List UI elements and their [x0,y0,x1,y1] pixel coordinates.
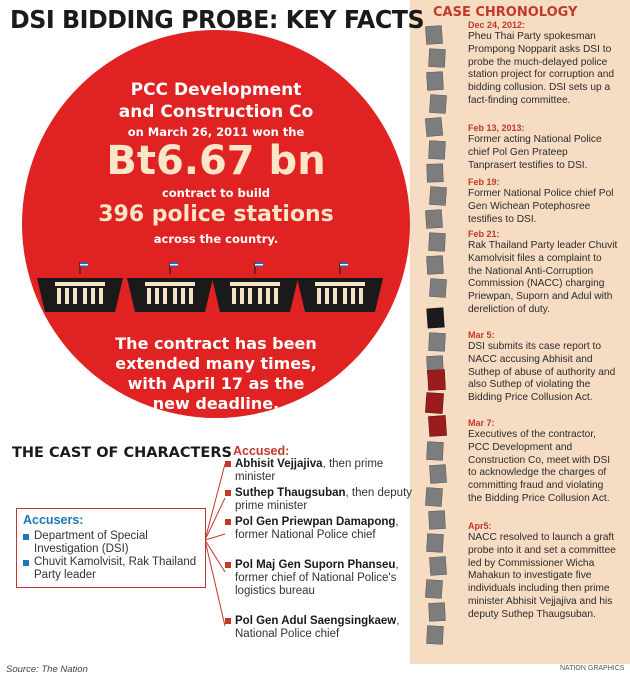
source-note: Source: The Nation [6,664,88,675]
award-date-line: on March 26, 2011 won the [127,125,305,139]
entry-text: Executives of the contractor, PCC Develo… [468,429,611,504]
chronology-entry: Feb 21: Rak Thailand Party leader Chuvit… [468,229,618,317]
accused-item: Abhisit Vejjajiva, then prime minister [225,458,415,484]
accused-item: Suthep Thaugsuban, then deputy prime min… [225,487,415,513]
accused-name: Pol Maj Gen Suporn Phanseu [235,559,396,571]
across-country-line: across the country. [153,232,279,246]
entry-date: Dec 24, 2012: [468,20,526,30]
bullet-square-icon [225,618,231,624]
police-station-icon [212,262,298,312]
timeline-block [424,117,444,137]
timeline-block [429,186,447,206]
accused-item: Pol Gen Priewpan Damapong, former Nation… [225,516,415,542]
entry-date: Apr5: [468,521,492,531]
timeline-block [428,48,446,68]
timeline-block [429,464,447,484]
timeline-block [426,441,444,461]
timeline-block [425,209,443,229]
chronology-entry: Apr5: NACC resolved to launch a graft pr… [468,521,618,622]
entry-date: Mar 7: [468,418,495,428]
extension-text: The contract has been extended many time… [22,334,410,414]
timeline-block [428,332,446,352]
bullet-square-icon [225,562,231,568]
chronology-entry: Mar 7: Executives of the contractor, PCC… [468,418,618,506]
company-line-1: PCC Development [130,80,302,100]
timeline-block [429,556,447,576]
entry-text: NACC resolved to launch a graft probe in… [468,532,616,620]
bullet-square-icon [225,519,231,525]
timeline-block [428,602,446,622]
timeline-block [426,533,444,553]
cast-title: THE CAST OF CHARACTERS [12,445,232,461]
extension-line: extended many times, [115,354,317,373]
timeline-block [429,278,447,298]
accused-role: , then prime minister [235,458,384,483]
timeline-block-red [425,392,444,414]
extension-line: new deadline. [152,394,280,413]
police-station-icon [37,262,123,312]
police-station-icon [127,262,213,312]
accuser-item: Chuvit Kamolvisit, Rak Thailand Party le… [23,556,199,582]
timeline-blocks [424,25,447,645]
timeline-block [425,487,443,507]
accused-item: Pol Gen Adul Saengsingkaew, National Pol… [225,615,415,641]
timeline-block [426,163,444,183]
entry-date: Feb 13, 2013: [468,123,525,133]
connector-lines [205,463,226,627]
chronology-title: CASE CHRONOLOGY [433,5,578,20]
company-line-2: and Construction Co [118,102,314,122]
entry-text: DSI submits its case report to NACC accu… [468,341,616,404]
extension-line: The contract has been [115,334,317,353]
entry-text: Pheu Thai Party spokesman Prompong Noppa… [468,31,615,106]
accused-name: Suthep Thaugsuban [235,487,346,499]
graphics-credit: NATION GRAPHICS [560,665,625,672]
timeline-block [428,140,446,160]
timeline-block [429,94,447,114]
accused-name: Pol Gen Adul Saengsingkaew [235,615,397,627]
accused-title: Accused: [233,444,290,458]
timeline-block [425,579,443,599]
timeline-block [426,71,444,91]
entry-date: Feb 21: [468,229,500,239]
accused-name: Pol Gen Priewpan Damapong [235,516,396,528]
accusers-box: Accusers: Department of Special Investig… [16,508,206,588]
entry-text: Former National Police chief Pol Gen Wic… [468,188,614,225]
entry-text: Rak Thailand Party leader Chuvit Kamolvi… [468,240,618,315]
timeline-block [425,25,443,45]
extension-line: with April 17 as the [127,374,305,393]
accuser-item: Department of Special Investigation (DSI… [23,530,199,556]
accused-role: , former National Police chief [235,516,399,541]
timeline-block [426,255,444,275]
page-title: DSI BIDDING PROBE: KEY FACTS [10,5,425,34]
entry-text: Former acting National Police chief Pol … [468,134,602,171]
bullet-square-icon [225,490,231,496]
accused-role: , National Police chief [235,615,400,640]
chronology-entry: Feb 13, 2013: Former acting National Pol… [468,123,618,172]
stations-count: 396 police stations [98,202,334,227]
accusers-title: Accusers: [23,513,84,527]
timeline-block [426,625,444,645]
entry-date: Feb 19: [468,177,500,187]
police-station-icons [37,262,383,312]
police-station-icon [297,262,383,312]
accused-role: , then deputy prime minister [235,487,413,512]
entry-date: Mar 5: [468,330,495,340]
chronology-entry: Mar 5: DSI submits its case report to NA… [468,330,618,405]
timeline-block-red [427,369,446,391]
accused-role: , former chief of National Police's logi… [235,559,399,597]
contract-line: contract to build [161,186,271,200]
accused-name: Abhisit Vejjajiva [235,458,323,470]
chronology-panel [410,0,630,664]
accused-item: Pol Maj Gen Suporn Phanseu, former chief… [225,559,415,598]
timeline-block [428,232,446,252]
timeline-block-dark [426,307,445,329]
timeline-block [428,510,446,530]
contract-amount: Bt6.67 bn [106,138,326,184]
bullet-square-icon [225,461,231,467]
chronology-entry: Dec 24, 2012: Pheu Thai Party spokesman … [468,20,618,108]
red-circle [22,30,410,418]
timeline-block-red [428,415,447,437]
chronology-entry: Feb 19: Former National Police chief Pol… [468,177,618,226]
